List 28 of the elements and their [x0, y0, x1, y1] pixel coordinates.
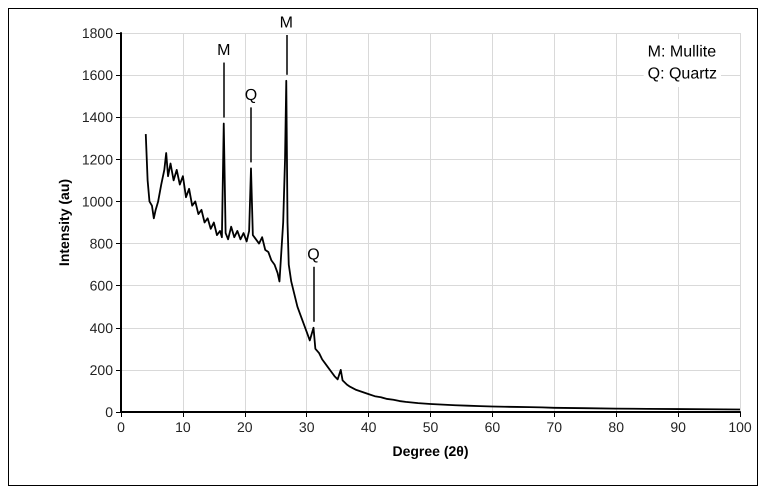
y-axis-title: Intensity (au) — [56, 178, 72, 266]
y-tick-label: 600 — [90, 278, 114, 294]
y-tick-label: 1600 — [82, 67, 114, 84]
y-tick-label: 1000 — [82, 193, 114, 210]
x-tick-label: 100 — [728, 419, 752, 435]
y-tick-label: 400 — [90, 320, 114, 336]
y-tick-label: 0 — [105, 404, 114, 420]
y-tick-label: 1200 — [82, 151, 114, 168]
x-axis-title: Degree (2θ) — [392, 443, 469, 459]
x-tick-label: 10 — [175, 419, 191, 435]
x-tick-label: 60 — [484, 419, 500, 435]
x-tick-label: 30 — [298, 419, 315, 435]
x-tick-label: 40 — [360, 419, 377, 435]
annotation: M — [217, 42, 230, 60]
y-tick-label: 800 — [90, 236, 114, 252]
x-tick-label: 0 — [117, 419, 126, 435]
x-tick-label: 80 — [608, 419, 624, 435]
x-tick-label: 50 — [422, 419, 438, 435]
annotation: M — [280, 14, 293, 32]
x-tick-label: 20 — [237, 419, 253, 435]
y-tick-label: 1800 — [82, 25, 114, 41]
annotation: Q — [307, 246, 320, 264]
x-tick-label: 70 — [546, 419, 562, 435]
y-tick-label: 1400 — [82, 109, 114, 126]
x-tick-label: 90 — [670, 419, 686, 435]
y-tick-label: 200 — [90, 362, 114, 378]
annotation: M: Mullite Q: Quartz — [648, 44, 718, 82]
annotation: Q — [244, 86, 258, 104]
